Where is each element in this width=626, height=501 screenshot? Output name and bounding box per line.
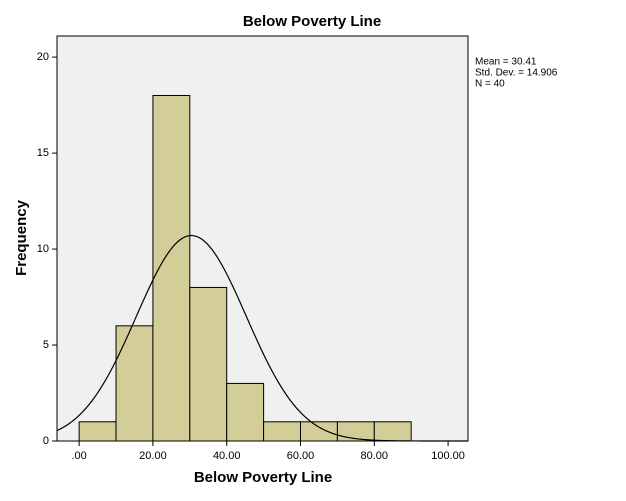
y-tick-label: 15 (37, 147, 49, 159)
y-tick-label: 20 (37, 51, 49, 63)
bar (300, 421, 338, 442)
bar (78, 421, 117, 442)
x-tick-label: 80.00 (361, 450, 389, 462)
bar (263, 421, 302, 442)
x-tick-label: .00 (71, 450, 86, 462)
stat-label: Mean = 30.41 (475, 57, 537, 68)
y-axis-label: Frequency (13, 199, 30, 276)
y-tick-label: 5 (43, 339, 49, 351)
stat-label: N = 40 (475, 79, 505, 90)
y-tick-label: 10 (37, 243, 49, 255)
bar (226, 382, 265, 442)
bar (115, 325, 154, 442)
x-tick-label: 60.00 (287, 450, 315, 462)
bar (189, 286, 228, 442)
bar (373, 421, 412, 442)
x-tick-label: 20.00 (139, 450, 167, 462)
y-tick-label: 0 (43, 435, 49, 447)
x-axis-label: Below Poverty Line (194, 469, 332, 486)
x-tick-label: 100.00 (431, 450, 465, 462)
x-tick-label: 40.00 (213, 450, 241, 462)
stat-label: Std. Dev. = 14.906 (475, 68, 558, 79)
chart-title: Below Poverty Line (243, 13, 381, 30)
